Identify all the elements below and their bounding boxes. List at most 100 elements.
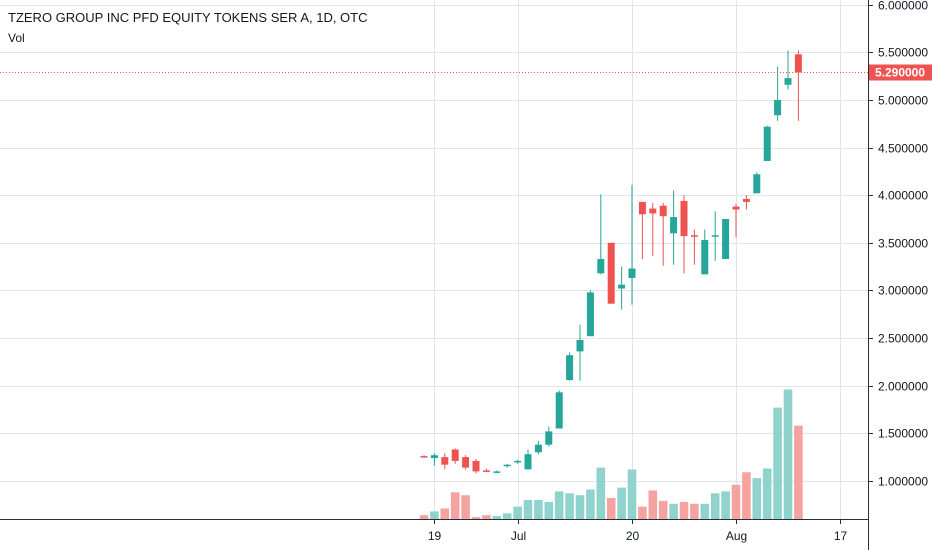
volume-bar (710, 493, 720, 519)
candle-body (607, 242, 615, 304)
volume-bar (731, 484, 741, 519)
candle-body (690, 235, 698, 237)
volume-bar (648, 490, 658, 519)
volume-bar (461, 495, 470, 519)
candle-body (514, 460, 522, 463)
y-tick-labels: 1.000000 1.500000 2.000000 2.500000 3.000000… (868, 0, 928, 489)
candle-body (680, 200, 688, 237)
candle-body (628, 268, 636, 278)
candles (420, 50, 802, 474)
candle-body (784, 78, 792, 85)
volume-bar (419, 515, 429, 519)
candle-body (420, 456, 428, 458)
candle-body (451, 449, 459, 461)
x-tick-label: Aug (726, 529, 747, 543)
y-tick-label: 1.000000 (878, 475, 928, 489)
volume-bar (523, 500, 533, 519)
candle-body (670, 217, 678, 234)
volume-bar (752, 478, 762, 519)
candle-body (597, 259, 605, 274)
y-tick-label: 2.000000 (878, 380, 928, 394)
candle-body (566, 355, 574, 380)
volume-bar (700, 503, 710, 519)
grid (0, 0, 868, 519)
volume-bar (638, 506, 647, 519)
last-price-marker: 5.290000 (0, 64, 932, 81)
volume-bar (658, 500, 668, 519)
candle-body (722, 219, 730, 259)
last-price-label: 5.290000 (875, 66, 925, 80)
volume-bar (450, 492, 460, 519)
volume-bar (513, 506, 522, 519)
volume-bar (492, 516, 502, 519)
candle-body (618, 284, 626, 289)
volume-bars (419, 389, 803, 519)
last-price-badge (869, 64, 932, 81)
candle-body (441, 457, 449, 465)
candle-body (732, 206, 740, 210)
volume-bar (565, 493, 574, 519)
volume-bar (534, 500, 543, 519)
volume-bar (669, 503, 678, 519)
x-tick-labels: 19 Jul 20 Aug 17 (428, 519, 848, 543)
candle-body (576, 340, 584, 352)
candle-body (701, 240, 709, 275)
volume-bar (690, 503, 699, 519)
x-tick-label: Jul (511, 529, 526, 543)
volume-bar (482, 515, 491, 519)
x-tick-label: 17 (834, 529, 848, 543)
candle-body (794, 54, 802, 73)
y-tick-label: 4.000000 (878, 189, 928, 203)
x-tick-label: 20 (626, 529, 640, 543)
candle-body (711, 235, 719, 237)
candle-body (524, 454, 532, 470)
candle-body (753, 174, 761, 194)
candle-body (659, 205, 667, 217)
y-tick-label: 3.000000 (878, 284, 928, 298)
candle-body (472, 460, 480, 472)
y-tick-label: 5.500000 (878, 46, 928, 60)
y-tick-label: 1.500000 (878, 427, 928, 441)
x-tick-label: 19 (428, 529, 442, 543)
candle-body (493, 471, 501, 473)
volume-bar (783, 389, 793, 519)
volume-bar (596, 467, 606, 519)
volume-bar (430, 511, 439, 519)
volume-label: Vol (8, 31, 25, 45)
volume-bar (575, 495, 585, 519)
candle-body (742, 199, 750, 202)
volume-bar (742, 472, 751, 519)
candle-body (638, 201, 646, 215)
candle-body (482, 470, 490, 472)
volume-bar (554, 491, 564, 519)
volume-bar (502, 513, 512, 519)
volume-bar (544, 501, 554, 519)
candle-body (462, 457, 470, 468)
chart-title: TZERO GROUP INC PFD EQUITY TOKENS SER A,… (8, 10, 368, 25)
volume-bar (679, 501, 689, 519)
y-tick-label: 6.000000 (878, 0, 928, 13)
volume-bar (721, 491, 730, 519)
candle-body (430, 455, 438, 459)
y-tick-label: 3.500000 (878, 237, 928, 251)
candle-body (586, 292, 594, 337)
volume-bar (762, 468, 772, 519)
volume-bar (617, 487, 626, 519)
volume-bar (794, 425, 803, 519)
volume-bar (440, 508, 450, 519)
candle-body (534, 444, 542, 453)
volume-bar (606, 498, 616, 519)
candle-body (649, 208, 657, 214)
candle-body (545, 431, 553, 445)
candle-body (763, 126, 771, 161)
y-tick-label: 4.500000 (878, 142, 928, 156)
y-tick-label: 2.500000 (878, 332, 928, 346)
volume-bar (773, 407, 782, 519)
y-tick-label: 5.000000 (878, 94, 928, 108)
volume-bar (471, 517, 481, 519)
candle-body (774, 100, 782, 116)
volume-bar (586, 489, 595, 519)
volume-bar (627, 469, 637, 519)
